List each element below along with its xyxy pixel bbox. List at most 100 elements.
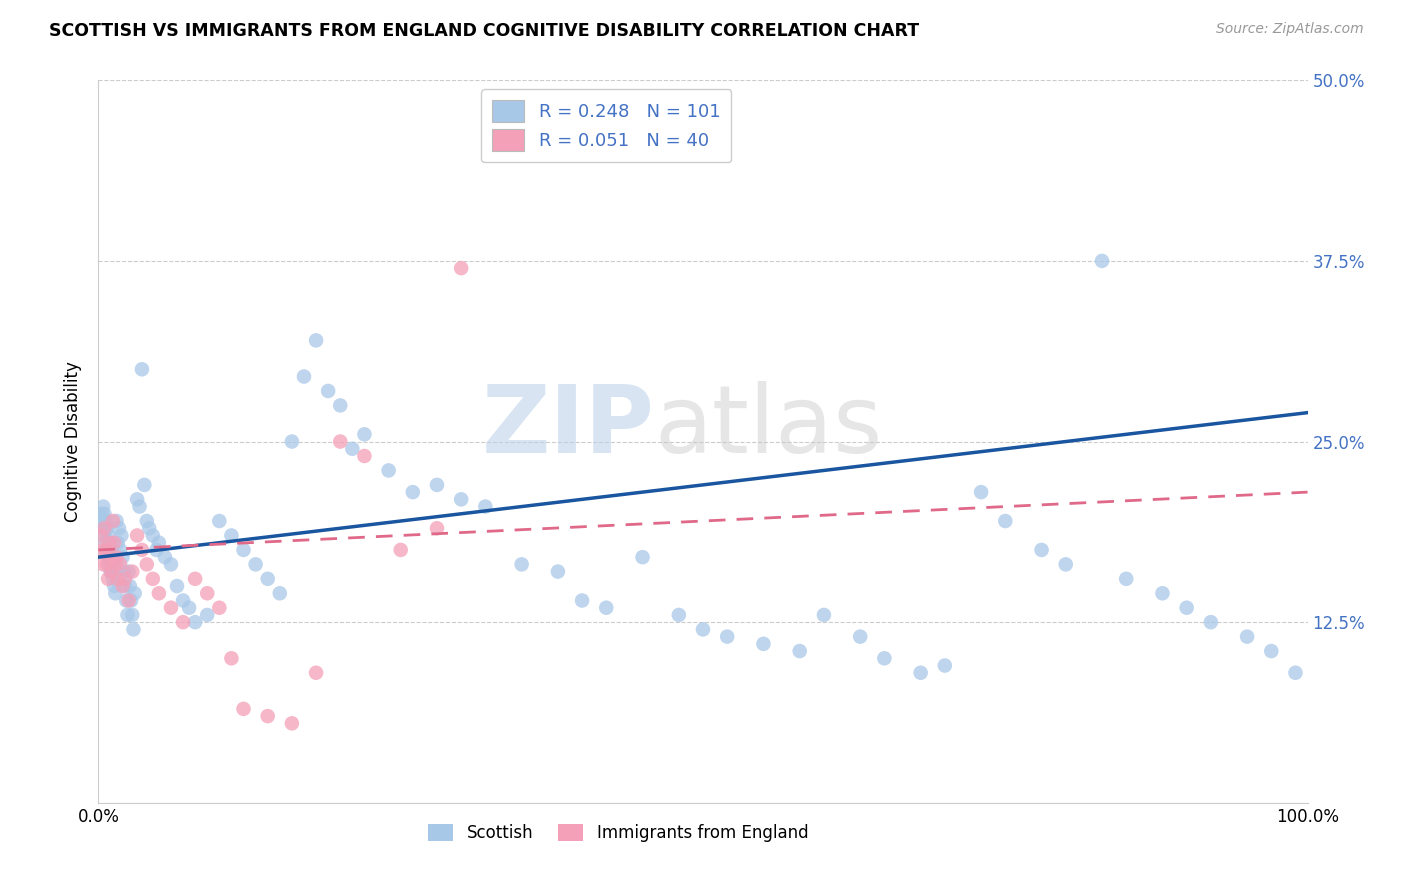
Point [135, 558, 157, 572]
Point [595, 600, 617, 615]
Point [172, 593, 194, 607]
Point [101, 514, 124, 528]
Y-axis label: Cognitive Disability: Cognitive Disability [63, 361, 82, 522]
Point [94, 542, 117, 557]
Point [329, 434, 352, 449]
Point [100, 565, 122, 579]
Point [108, 542, 131, 557]
Point [90, 514, 112, 528]
Point [100, 542, 122, 557]
Point [195, 607, 218, 622]
Point [103, 558, 125, 572]
Point [402, 485, 425, 500]
Point [104, 565, 127, 579]
Point [813, 607, 835, 622]
Point [353, 427, 375, 442]
Point [98, 535, 121, 549]
Point [105, 514, 128, 528]
Point [668, 607, 690, 622]
Point [232, 702, 254, 716]
Point [377, 463, 399, 477]
Point [114, 579, 136, 593]
Point [160, 600, 183, 615]
Point [166, 579, 188, 593]
Point [131, 542, 153, 557]
Point [571, 593, 593, 607]
Point [91, 542, 114, 557]
Point [104, 586, 127, 600]
Point [1236, 630, 1258, 644]
Point [256, 572, 278, 586]
Point [281, 716, 304, 731]
Point [245, 558, 267, 572]
Point [692, 623, 714, 637]
Point [91, 507, 114, 521]
Point [873, 651, 896, 665]
Point [1031, 542, 1053, 557]
Point [103, 535, 125, 549]
Point [101, 550, 124, 565]
Point [752, 637, 775, 651]
Point [281, 434, 304, 449]
Point [122, 623, 145, 637]
Point [110, 528, 132, 542]
Point [90, 528, 112, 542]
Point [127, 492, 149, 507]
Point [111, 550, 134, 565]
Point [316, 384, 339, 398]
Point [97, 572, 120, 586]
Point [153, 550, 176, 565]
Point [221, 528, 243, 542]
Text: Source: ZipAtlas.com: Source: ZipAtlas.com [1216, 22, 1364, 37]
Point [118, 593, 141, 607]
Point [121, 565, 143, 579]
Point [221, 651, 243, 665]
Point [101, 572, 124, 586]
Point [547, 565, 569, 579]
Point [93, 507, 115, 521]
Point [184, 572, 207, 586]
Point [269, 586, 291, 600]
Point [128, 500, 150, 514]
Point [342, 442, 364, 456]
Point [131, 362, 153, 376]
Point [789, 644, 811, 658]
Point [91, 500, 114, 514]
Point [145, 542, 167, 557]
Point [1152, 586, 1174, 600]
Point [934, 658, 956, 673]
Point [232, 542, 254, 557]
Point [849, 630, 872, 644]
Point [208, 600, 231, 615]
Point [389, 542, 412, 557]
Point [97, 528, 120, 542]
Point [970, 485, 993, 500]
Point [450, 492, 472, 507]
Point [148, 535, 170, 549]
Point [148, 586, 170, 600]
Point [98, 535, 121, 549]
Point [96, 542, 118, 557]
Point [108, 521, 131, 535]
Point [107, 572, 129, 586]
Point [353, 449, 375, 463]
Point [450, 261, 472, 276]
Point [134, 478, 156, 492]
Point [108, 558, 131, 572]
Point [111, 579, 134, 593]
Point [716, 630, 738, 644]
Point [120, 593, 142, 607]
Point [1091, 253, 1114, 268]
Point [100, 550, 122, 565]
Point [97, 550, 120, 565]
Point [1199, 615, 1222, 630]
Point [118, 579, 141, 593]
Legend: Scottish, Immigrants from England: Scottish, Immigrants from England [422, 817, 815, 848]
Point [115, 593, 138, 607]
Point [118, 565, 141, 579]
Point [100, 565, 122, 579]
Point [96, 558, 118, 572]
Point [112, 565, 135, 579]
Point [105, 550, 128, 565]
Point [910, 665, 932, 680]
